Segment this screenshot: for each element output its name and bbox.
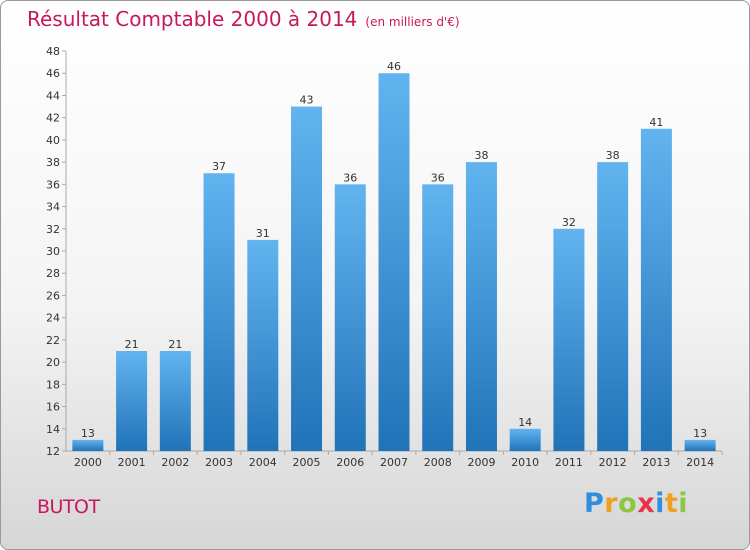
x-tick-label-2012: 2012 <box>599 456 627 469</box>
x-tick-label-2006: 2006 <box>336 456 364 469</box>
bar-2012 <box>597 162 629 451</box>
bar-2009 <box>465 162 497 451</box>
chart-title: Résultat Comptable 2000 à 2014 <box>27 7 358 31</box>
axes: 12 14 16 18 20 22 24 26 28 30 32 34 36 38 40 42 44 46 48 <box>46 45 723 458</box>
y-tick-label: 38 <box>46 156 60 169</box>
labels: 13 2000 21 2001 21 2002 37 2003 31 2004 43 2005 36 20… <box>74 60 714 469</box>
y-tick-label: 34 <box>46 201 60 214</box>
value-label-2014: 13 <box>693 427 707 440</box>
value-label-2004: 31 <box>256 227 270 240</box>
bar-2004 <box>247 239 279 451</box>
bar-2008 <box>422 184 454 452</box>
logo-letter: i <box>678 488 689 519</box>
y-tick-label: 24 <box>46 312 60 325</box>
x-tick-label-2008: 2008 <box>424 456 452 469</box>
value-label-2007: 46 <box>387 60 401 73</box>
logo-letter: o <box>618 488 638 519</box>
value-label-2012: 38 <box>606 149 620 162</box>
y-tick-label: 28 <box>46 267 60 280</box>
y-tick-label: 46 <box>46 67 60 80</box>
x-tick-label-2005: 2005 <box>293 456 321 469</box>
bar-2007 <box>378 73 410 451</box>
value-label-2011: 32 <box>562 216 576 229</box>
logo-letter: i <box>655 488 665 519</box>
chart-subtitle: (en milliers d'€) <box>365 15 460 29</box>
bars <box>72 73 716 452</box>
value-label-2008: 36 <box>431 171 445 184</box>
y-tick-label: 18 <box>46 378 60 391</box>
value-label-2005: 43 <box>300 94 314 107</box>
bar-2005 <box>291 106 323 452</box>
value-label-2001: 21 <box>125 338 139 351</box>
x-tick-label-2011: 2011 <box>555 456 583 469</box>
y-tick-label: 42 <box>46 112 60 125</box>
y-tick-label: 20 <box>46 356 60 369</box>
y-tick-label: 14 <box>46 423 60 436</box>
bar-2010 <box>509 428 541 451</box>
bar-2001 <box>116 351 148 451</box>
x-tick-label-2003: 2003 <box>205 456 233 469</box>
proxiti-logo: Proxiti <box>584 488 688 519</box>
y-tick-label: 12 <box>46 445 60 458</box>
y-tick-label: 44 <box>46 89 60 102</box>
x-tick-label-2007: 2007 <box>380 456 408 469</box>
value-label-2010: 14 <box>518 416 532 429</box>
title-line: Résultat Comptable 2000 à 2014 (en millie… <box>27 7 460 31</box>
value-label-2003: 37 <box>212 160 226 173</box>
y-tick-label: 22 <box>46 334 60 347</box>
x-tick-label-2002: 2002 <box>161 456 189 469</box>
logo-letter: P <box>584 488 605 519</box>
x-tick-label-2014: 2014 <box>686 456 714 469</box>
bar-2002 <box>159 351 191 451</box>
y-tick-label: 48 <box>46 45 60 58</box>
commune-name: BUTOT <box>37 496 100 518</box>
bar-2011 <box>553 228 585 451</box>
x-tick-label-2010: 2010 <box>511 456 539 469</box>
logo-letter: t <box>664 488 679 519</box>
y-tick-label: 40 <box>46 134 60 147</box>
y-tick-label: 26 <box>46 289 60 302</box>
value-label-2000: 13 <box>81 427 95 440</box>
bar-2006 <box>334 184 366 452</box>
value-label-2013: 41 <box>649 116 663 129</box>
value-label-2009: 38 <box>474 149 488 162</box>
y-tick-label: 36 <box>46 178 60 191</box>
logo-letter: r <box>604 488 619 519</box>
x-tick-label-2013: 2013 <box>642 456 670 469</box>
bar-2014 <box>684 439 716 451</box>
y-tick-label: 32 <box>46 223 60 236</box>
value-label-2006: 36 <box>343 171 357 184</box>
x-tick-label-2000: 2000 <box>74 456 102 469</box>
y-tick-label: 30 <box>46 245 60 258</box>
logo-letter: x <box>637 488 656 519</box>
bar-2003 <box>203 173 235 451</box>
value-label-2002: 21 <box>168 338 182 351</box>
bar-2000 <box>72 439 104 451</box>
x-tick-label-2001: 2001 <box>118 456 146 469</box>
bar-2013 <box>640 128 672 451</box>
x-tick-label-2009: 2009 <box>467 456 495 469</box>
y-tick-label: 16 <box>46 401 60 414</box>
x-tick-label-2004: 2004 <box>249 456 277 469</box>
